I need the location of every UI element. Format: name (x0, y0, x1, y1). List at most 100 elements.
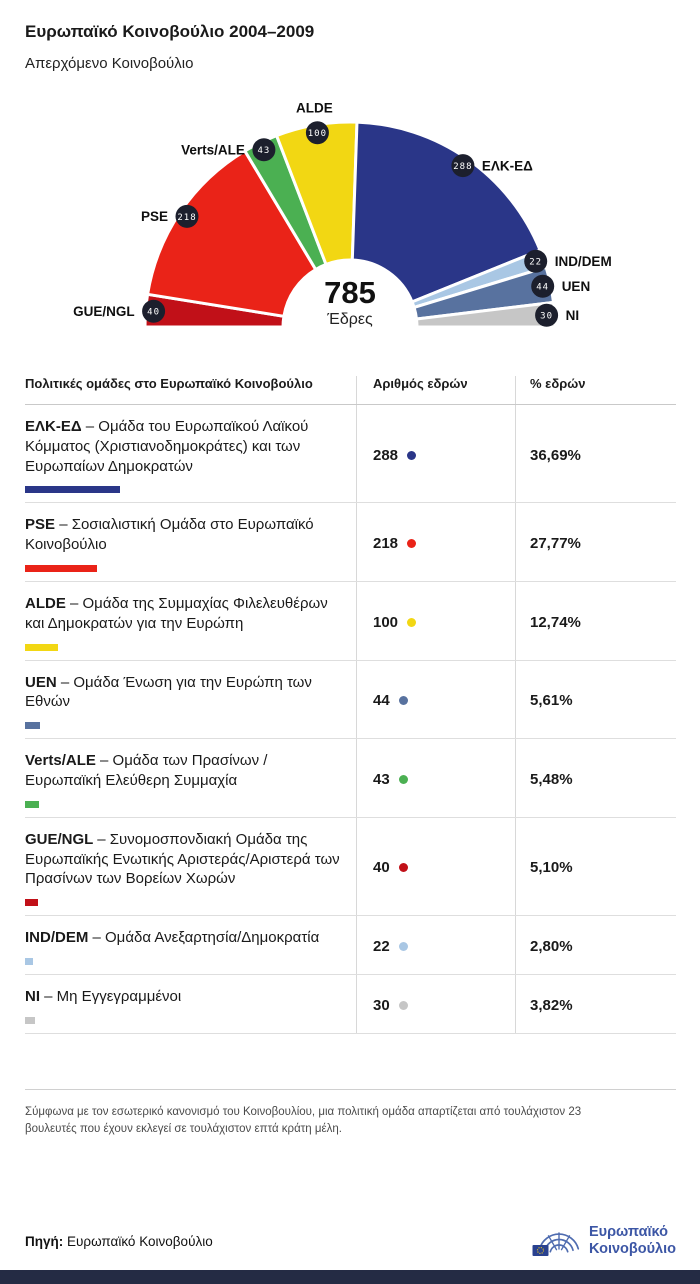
bottom-bar (0, 1270, 700, 1284)
group-seats: 288 (373, 446, 399, 464)
group-color-dot (398, 1000, 408, 1010)
group-color-dot (407, 539, 417, 549)
page-title: Ευρωπαϊκό Κοινοβούλιο 2004–2009 (25, 22, 315, 41)
group-color-dot (398, 942, 408, 952)
footnote: Σύμφωνα με τον εσωτερικό κανονισμό του Κ… (25, 1105, 582, 1135)
group-row: Verts/ALE – Ομάδα των Πρασίνων / Ευρωπαϊ… (25, 739, 676, 818)
group-title: UEN – Ομάδα Ένωση για την Ευρώπη των Εθν… (25, 673, 312, 711)
group-seats: 44 (373, 692, 390, 710)
seat-count-badge: 288 (451, 154, 475, 178)
group-row: GUE/NGL – Συνομοσπονδιακή Ομάδα της Ευρω… (25, 817, 676, 917)
group-seats: 30 (373, 996, 390, 1014)
hemicycle-slice (145, 148, 318, 319)
seat-count-badge: 100 (305, 121, 329, 145)
slice-label: GUE/NGL (73, 304, 135, 319)
slice-label: Verts/ALE (181, 143, 245, 158)
table-header-pct: % εδρών (515, 376, 676, 404)
seat-count-badge: 218 (175, 204, 199, 228)
table-header-groups: Πολιτικές ομάδες στο Ευρωπαϊκό Κοινοβούλ… (25, 376, 313, 391)
total-seats: 785 (324, 275, 376, 310)
source: Πηγή: Ευρωπαϊκό Κοινοβούλιο (25, 1234, 213, 1249)
seat-count-badge: 30 (535, 303, 559, 327)
group-seat-bar (25, 899, 38, 907)
group-pct: 12,74% (530, 613, 581, 631)
page-subtitle: Απερχόμενο Κοινοβούλιο (25, 55, 194, 72)
group-seat-bar (25, 722, 40, 730)
group-title: IND/DEM – Ομάδα Ανεξαρτησία/Δημοκρατία (25, 929, 320, 947)
slice-label: PSE (141, 209, 168, 224)
group-pct: 2,80% (530, 938, 573, 956)
slice-label: IND/DEM (555, 254, 612, 269)
group-title: GUE/NGL – Συνομοσπονδιακή Ομάδα της Ευρω… (25, 830, 340, 888)
svg-text:100: 100 (308, 129, 327, 139)
ep-logo: Ευρωπαϊκό Κοινοβούλιο (532, 1224, 676, 1258)
svg-text:43: 43 (257, 146, 270, 156)
group-title: PSE – Σοσιαλιστική Ομάδα στο Ευρωπαϊκό Κ… (25, 516, 314, 554)
group-seat-bar (25, 486, 120, 494)
group-seat-bar (25, 1016, 35, 1024)
group-pct: 36,69% (530, 446, 581, 464)
seat-count-badge: 43 (252, 138, 276, 162)
group-pct: 3,82% (530, 996, 573, 1014)
total-seats-caption: Έδρες (326, 311, 373, 328)
table-header-seats: Αριθμός εδρών (356, 376, 515, 404)
group-row: PSE – Σοσιαλιστική Ομάδα στο Ευρωπαϊκό Κ… (25, 503, 676, 582)
svg-text:40: 40 (147, 308, 160, 318)
groups-table: Πολιτικές ομάδες στο Ευρωπαϊκό Κοινοβούλ… (25, 376, 676, 1034)
seat-count-badge: 44 (531, 274, 555, 298)
ep-logo-text-line1: Ευρωπαϊκό (588, 1224, 668, 1241)
group-seats: 218 (373, 535, 399, 553)
group-row: ALDE – Ομάδα της Συμμαχίας Φιλελευθέρων … (25, 581, 676, 661)
group-seat-bar (25, 800, 39, 808)
hemicycle-chart: 785 Έδρες 40 GUE/NGL 218 PSE 43 Verts/ALE 100 A… (73, 101, 612, 329)
group-pct: 5,61% (530, 692, 573, 710)
eu-flag (532, 1245, 549, 1256)
svg-text:22: 22 (529, 258, 542, 268)
group-title: NI – Μη Εγγεγραμμένοι (25, 987, 182, 1005)
divider-rule (25, 1088, 676, 1090)
page-header: Ευρωπαϊκό Κοινοβούλιο 2004–2009 Απερχόμε… (0, 0, 700, 72)
svg-text:44: 44 (536, 283, 549, 293)
seat-count-badge: 40 (142, 299, 166, 323)
svg-text:288: 288 (453, 162, 472, 172)
group-color-dot (398, 696, 408, 706)
group-color-dot (407, 617, 417, 627)
hemicycle-slice (350, 120, 543, 304)
group-row: UEN – Ομάδα Ένωση για την Ευρώπη των Εθν… (25, 660, 676, 740)
group-seats: 100 (373, 613, 399, 631)
seat-count-badge: 22 (524, 249, 548, 273)
group-seats: 22 (373, 938, 390, 956)
slice-label: UEN (562, 279, 591, 294)
group-pct: 5,48% (530, 770, 573, 788)
group-row: NI – Μη Εγγεγραμμένοι 30 3,82% (25, 974, 676, 1034)
svg-text:30: 30 (540, 312, 553, 322)
source-value: Ευρωπαϊκό Κοινοβούλιο (63, 1233, 213, 1249)
ep-logo-text-line2: Κοινοβούλιο (588, 1241, 676, 1257)
group-seat-bar (25, 643, 58, 651)
group-title: Verts/ALE – Ομάδα των Πρασίνων / Ευρωπαϊ… (25, 752, 268, 789)
slice-label: ΕΛΚ-ΕΔ (482, 158, 533, 173)
ep-logo-icon (532, 1232, 580, 1256)
group-color-dot (398, 774, 408, 784)
source-row: Πηγή: Ευρωπαϊκό Κοινοβούλιο Ευρωπαϊκό Κο… (25, 1224, 676, 1258)
group-pct: 5,10% (530, 859, 573, 877)
group-pct: 27,77% (530, 535, 581, 553)
group-row: IND/DEM – Ομάδα Ανεξαρτησία/Δημοκρατία 22… (25, 916, 676, 975)
ep-logo-text: Ευρωπαϊκό Κοινοβούλιο (589, 1224, 676, 1257)
slice-label: ALDE (296, 101, 333, 116)
slice-label: NI (566, 308, 580, 323)
groups-table-header: Πολιτικές ομάδες στο Ευρωπαϊκό Κοινοβούλ… (25, 376, 676, 405)
group-seats: 40 (373, 859, 390, 877)
eu-flag-stars (536, 1246, 545, 1255)
group-seat-bar (25, 957, 33, 965)
svg-text:218: 218 (177, 213, 196, 223)
groups-table-rows: ΕΛΚ-ΕΔ – Ομάδα του Ευρωπαϊκού Λαϊκού Κόμ… (25, 405, 676, 1034)
group-color-dot (407, 450, 417, 460)
source-label: Πηγή: (25, 1233, 64, 1249)
group-row: ΕΛΚ-ΕΔ – Ομάδα του Ευρωπαϊκού Λαϊκού Κόμ… (25, 405, 676, 504)
group-seats: 43 (373, 770, 390, 788)
group-color-dot (398, 863, 408, 873)
group-seat-bar (25, 564, 97, 572)
group-title: ALDE – Ομάδα της Συμμαχίας Φιλελευθέρων … (25, 594, 328, 632)
group-title: ΕΛΚ-ΕΔ – Ομάδα του Ευρωπαϊκού Λαϊκού Κόμ… (25, 418, 309, 475)
